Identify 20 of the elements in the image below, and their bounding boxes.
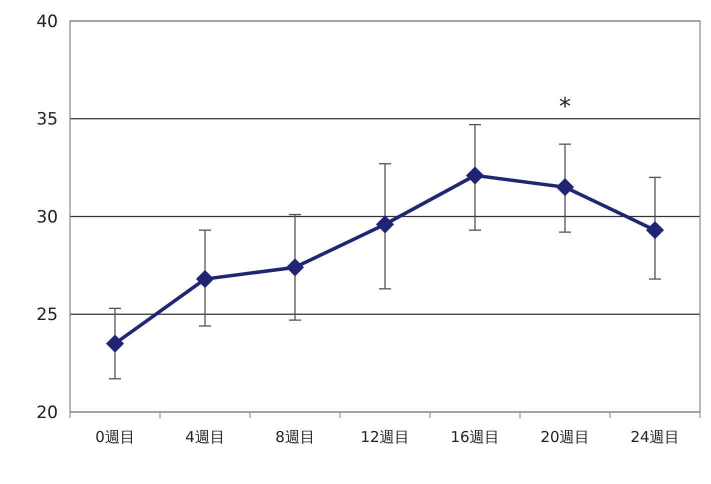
point (646, 221, 664, 240)
y-tick-label: 25 (36, 305, 58, 326)
x-tick-label: 20週目 (540, 428, 590, 446)
point (196, 270, 214, 288)
point (376, 215, 394, 234)
annotation: * (559, 92, 571, 120)
point (556, 178, 574, 196)
x-tick-label: 8週目 (275, 428, 315, 446)
point (286, 258, 304, 276)
x-tick-label: 12週目 (360, 428, 410, 446)
x-tick-label: 16週目 (450, 428, 500, 446)
point (106, 334, 124, 353)
x-tick-label: 0週目 (95, 428, 135, 446)
y-tick-label: 30 (36, 207, 58, 228)
x-tick-label: 4週目 (185, 428, 225, 446)
point (466, 166, 484, 184)
y-tick-label: 35 (36, 110, 58, 130)
y-tick-label: 40 (36, 12, 58, 32)
y-tick-label: 20 (36, 402, 58, 423)
x-tick-label: 24週目 (630, 428, 680, 446)
